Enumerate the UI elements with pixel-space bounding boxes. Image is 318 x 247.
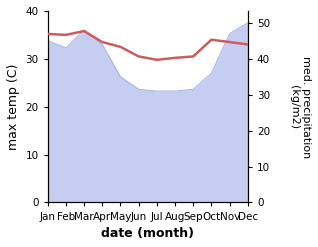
X-axis label: date (month): date (month) (101, 227, 194, 240)
Y-axis label: max temp (C): max temp (C) (7, 63, 20, 150)
Y-axis label: med. precipitation
(kg/m2): med. precipitation (kg/m2) (289, 56, 311, 158)
